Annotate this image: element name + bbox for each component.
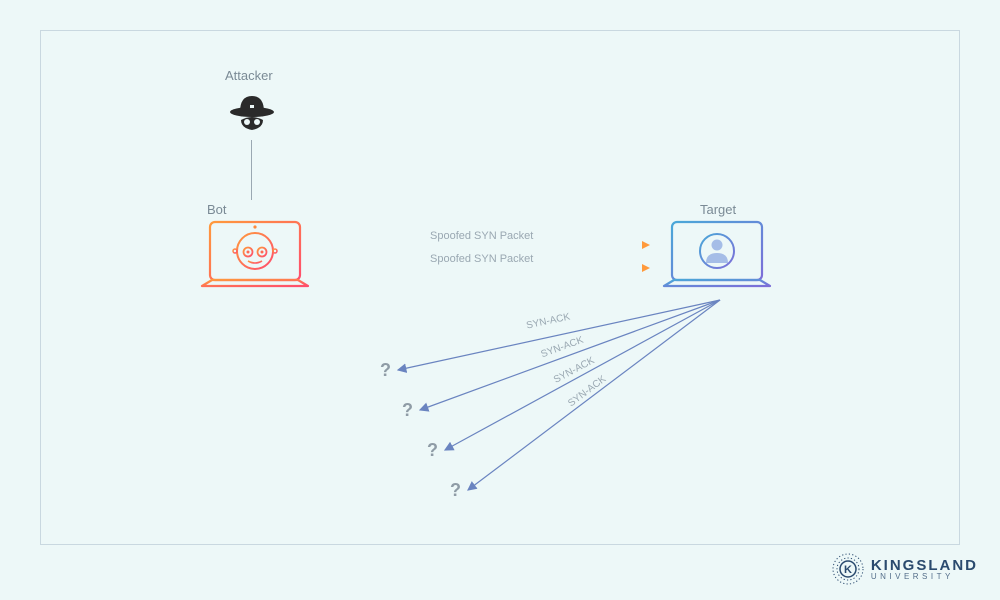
qmark-1: ? [380,360,391,381]
qmark-2: ? [402,400,413,421]
qmark-3: ? [427,440,438,461]
qmark-4: ? [450,480,461,501]
brand-name: KINGSLAND [871,558,978,573]
svg-text:K: K [844,564,852,576]
brand-sub: UNIVERSITY [871,573,978,581]
brand-mark-icon: K [831,552,865,586]
brand-logo: K KINGSLAND UNIVERSITY [831,552,978,586]
synack-fan [0,0,1000,600]
